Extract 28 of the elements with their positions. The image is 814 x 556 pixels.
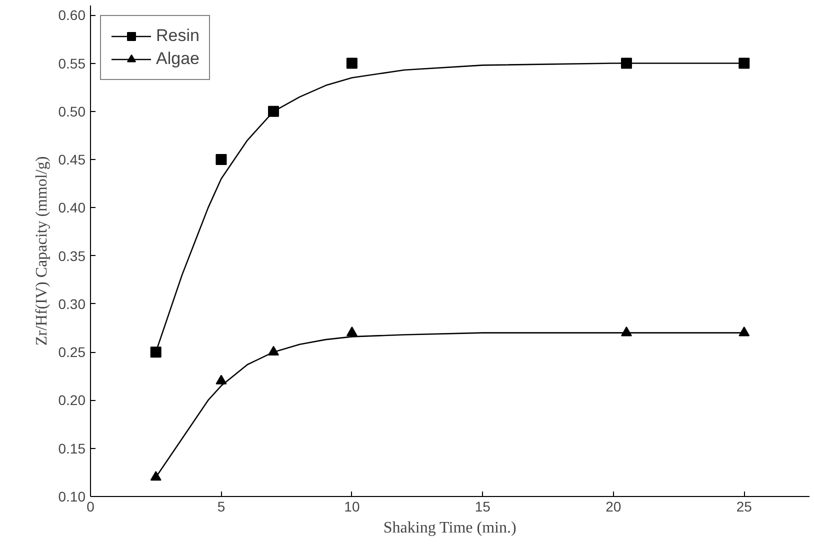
x-axis-title: Shaking Time (min.) <box>383 520 516 536</box>
y-tick-label: 0.20 <box>58 392 86 408</box>
x-tick-label: 0 <box>86 498 95 514</box>
y-tick-label: 0.25 <box>58 344 86 360</box>
y-axis-title: Zr/Hf(IV) Capacity (mmol/g) <box>33 156 50 346</box>
y-tick-label: 0.50 <box>58 103 86 120</box>
legend-label: Resin <box>156 26 200 46</box>
y-tick-label: 0.60 <box>58 7 86 24</box>
y-tick-label: 0.35 <box>58 248 86 264</box>
x-tick-label: 25 <box>736 498 752 514</box>
y-tick-label: 0.30 <box>58 296 86 312</box>
x-tick-label: 10 <box>344 498 360 514</box>
point <box>738 58 750 69</box>
point <box>216 154 227 166</box>
point <box>346 326 358 336</box>
x-tick-label: 5 <box>217 498 226 514</box>
y-tick-label: 0.55 <box>58 55 86 72</box>
x-tick-label: 15 <box>474 498 491 514</box>
legend-label: Algae <box>156 49 200 69</box>
point <box>150 470 162 481</box>
y-tick-label: 0.15 <box>58 440 86 456</box>
y-tick-label: 0.45 <box>58 152 86 168</box>
point <box>150 346 162 358</box>
y-tick-label: 0.40 <box>58 200 86 216</box>
x-tick-label: 20 <box>606 498 622 514</box>
point <box>216 374 227 384</box>
point <box>346 58 358 69</box>
y-tick-label: 0.10 <box>58 488 86 504</box>
